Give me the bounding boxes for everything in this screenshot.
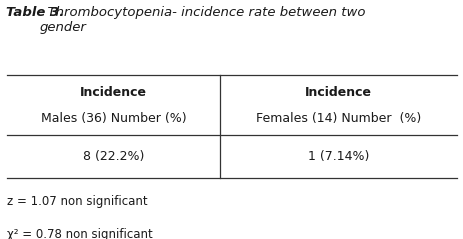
Text: 1 (7.14%): 1 (7.14%) xyxy=(307,150,369,163)
Text: Incidence: Incidence xyxy=(80,86,147,98)
Text: z = 1.07 non significant: z = 1.07 non significant xyxy=(7,195,147,208)
Text: Males (36) Number (%): Males (36) Number (%) xyxy=(41,112,186,125)
Text: χ² = 0.78 non significant: χ² = 0.78 non significant xyxy=(7,228,152,239)
Text: Females (14) Number  (%): Females (14) Number (%) xyxy=(256,112,420,125)
Text: Incidence: Incidence xyxy=(305,86,371,98)
Text: 8 (22.2%): 8 (22.2%) xyxy=(83,150,144,163)
Text: Table 3.: Table 3. xyxy=(6,6,64,19)
Text: Thrombocytopenia- incidence rate between two
gender: Thrombocytopenia- incidence rate between… xyxy=(39,6,365,34)
